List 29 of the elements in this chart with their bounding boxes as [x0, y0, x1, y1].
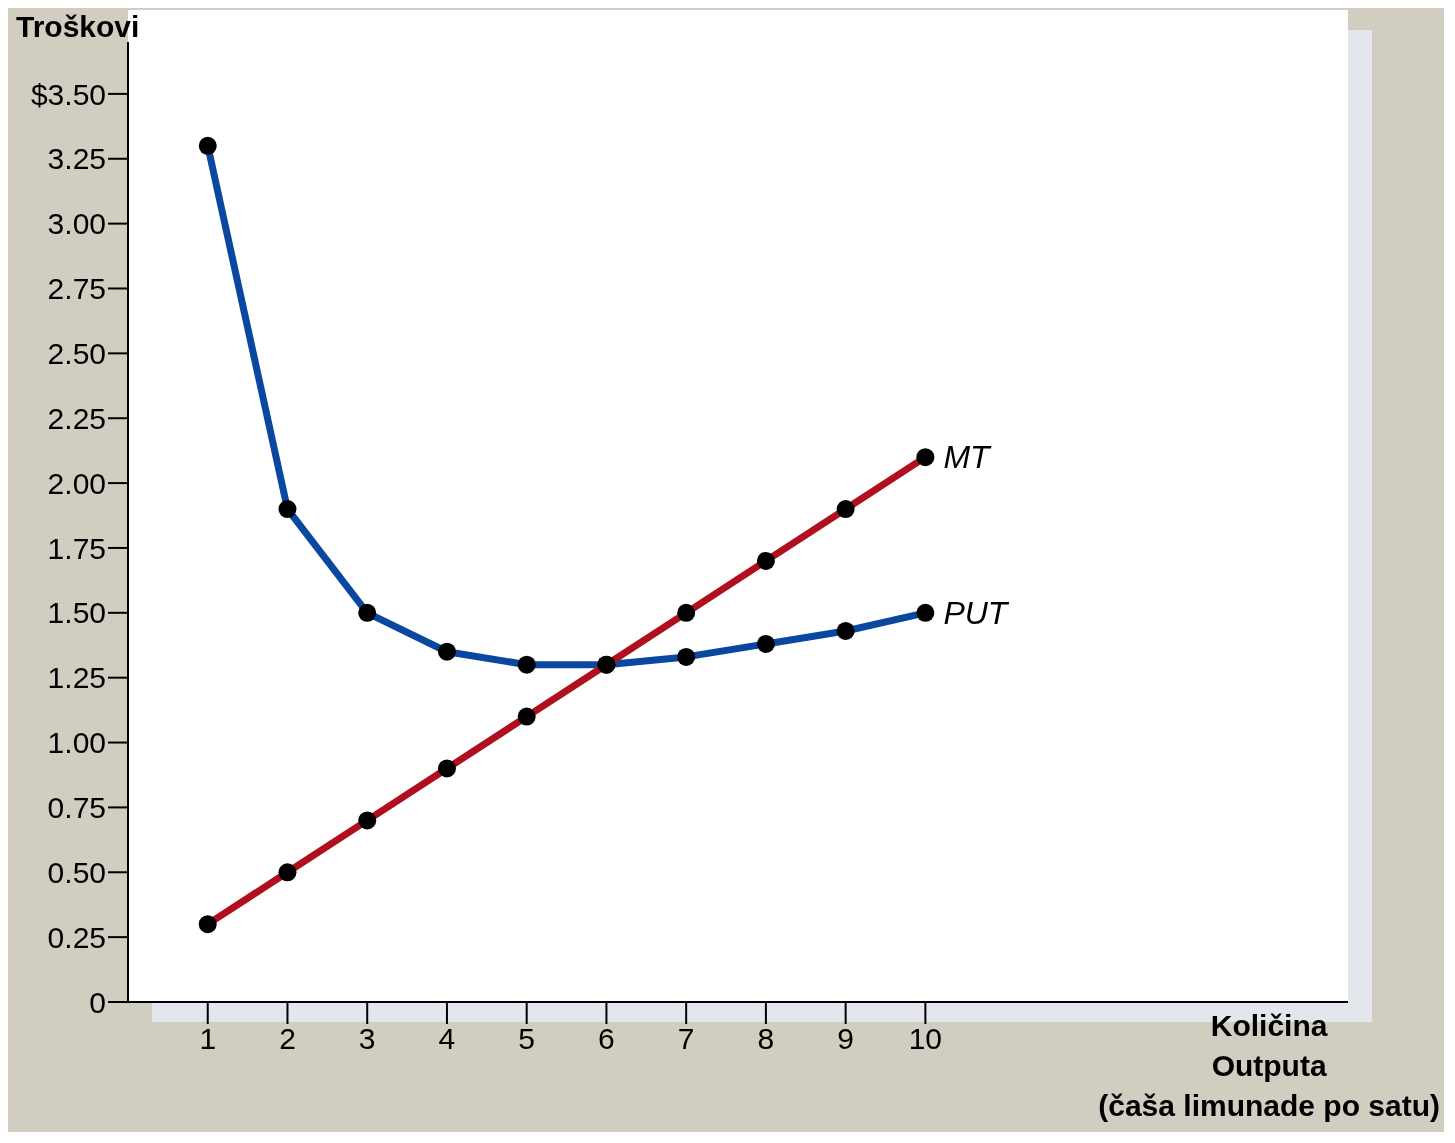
y-tick-label: 1.25 — [47, 661, 106, 695]
y-tick-label: 0.75 — [47, 791, 106, 825]
series-label: MT — [943, 439, 993, 476]
y-tick-label: 2.25 — [47, 401, 106, 435]
y-tick-label: 2.75 — [47, 272, 106, 306]
y-tick-label: 2.00 — [47, 466, 106, 500]
y-tick-label: 1.75 — [47, 531, 106, 565]
series-label: PUT — [943, 594, 1010, 631]
y-tick-label: 0 — [89, 985, 106, 1019]
x-tick-label: 8 — [757, 1022, 775, 1056]
y-tick-label: 3.25 — [47, 142, 106, 176]
x-tick-label: 3 — [358, 1022, 376, 1056]
y-tick-label: 1.50 — [47, 596, 106, 630]
x-tick-label: 9 — [837, 1022, 854, 1056]
x-tick-label: 2 — [279, 1022, 296, 1056]
x-tick-label: 7 — [677, 1022, 695, 1056]
x-tick-label: 1 — [199, 1022, 217, 1056]
y-tick-label: 0.25 — [47, 920, 106, 954]
y-tick-label: 1.00 — [47, 726, 106, 760]
y-tick-label: $3.50 — [30, 77, 106, 111]
y-tick-label: 3.00 — [47, 207, 106, 241]
x-tick-label: 4 — [438, 1022, 456, 1056]
y-tick-label: 0.50 — [47, 855, 106, 889]
x-tick-label: 5 — [518, 1022, 536, 1056]
x-axis-title: Količina Outputa (čaša limunade po satu) — [1098, 1008, 1440, 1124]
x-tick-label: 6 — [598, 1022, 615, 1056]
y-tick-label: 2.50 — [47, 337, 106, 370]
y-axis-title: Troškovi — [16, 10, 140, 44]
x-tick-label: 10 — [908, 1022, 943, 1056]
